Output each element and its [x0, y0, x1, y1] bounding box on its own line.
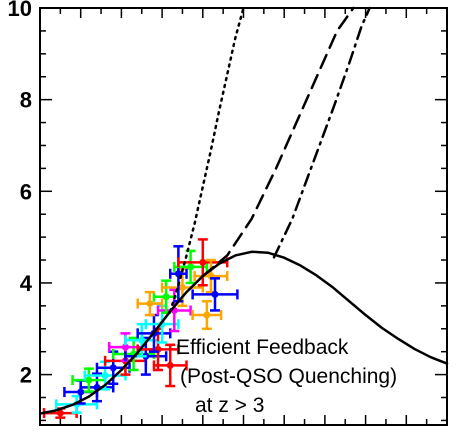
data-point — [187, 263, 195, 271]
y-tick-label: 6 — [20, 179, 32, 204]
errorbar-point — [168, 245, 188, 303]
y-tick-label: 10 — [8, 0, 32, 21]
y-tick-label: 2 — [20, 363, 32, 388]
data-point — [203, 311, 211, 319]
errorbar-point — [136, 290, 164, 317]
annotation-line-3: at z > 3 — [195, 394, 264, 417]
series-line-dashdot — [272, 6, 371, 259]
data-point — [178, 284, 186, 292]
errorbar-group — [42, 238, 239, 419]
series-line-dashed — [201, 6, 355, 278]
annotation-line-2: (Post-QSO Quenching) — [180, 365, 397, 388]
errorbar-point — [152, 343, 188, 388]
data-point — [199, 258, 207, 266]
data-point — [146, 300, 154, 308]
data-point — [166, 361, 174, 369]
y-tick-label: 4 — [20, 271, 33, 296]
series-group — [38, 6, 449, 415]
data-point — [121, 343, 129, 351]
data-point — [109, 364, 117, 372]
data-point — [56, 409, 64, 417]
plot-area — [38, 6, 449, 419]
errorbar-point — [71, 367, 107, 393]
errorbar-point — [191, 277, 239, 312]
tick-group: 2 4 6 8 10 — [8, 0, 448, 425]
errorbar-point — [193, 258, 229, 294]
data-point — [85, 376, 93, 384]
series-line-solid — [38, 250, 449, 415]
data-point — [211, 290, 219, 298]
series-line-dotted — [168, 6, 245, 313]
data-point — [162, 293, 170, 301]
errorbar-point — [191, 300, 223, 331]
y-tick-label: 8 — [20, 88, 32, 113]
annotation-line-1: Efficient Feedback — [176, 336, 349, 359]
data-point — [138, 336, 146, 344]
data-point — [101, 372, 109, 380]
